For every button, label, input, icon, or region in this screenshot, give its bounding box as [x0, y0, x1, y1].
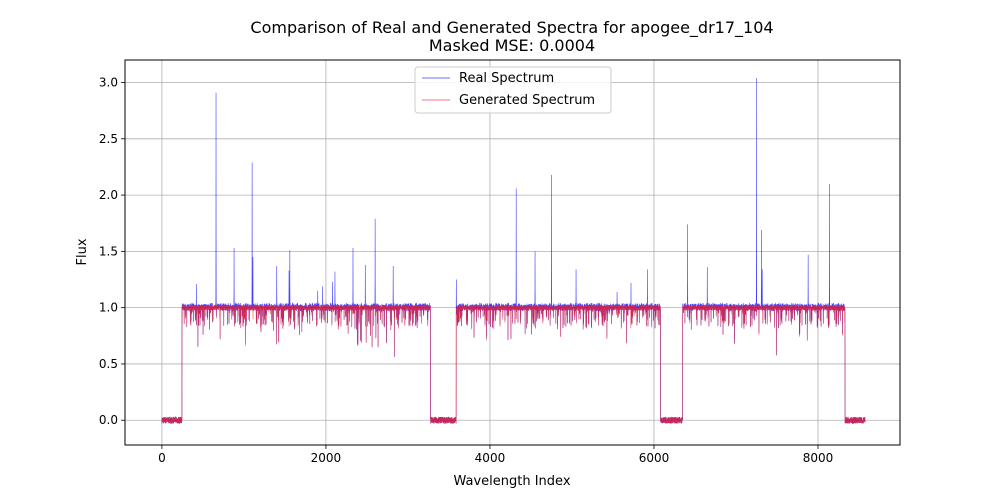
x-tick-label: 8000 — [803, 451, 834, 465]
series-line-generated-spectrum — [161, 303, 866, 425]
plot-frame — [124, 59, 901, 446]
legend: Real Spectrum Generated Spectrum — [414, 66, 612, 114]
y-tick-label: 2.5 — [99, 132, 118, 146]
y-tick-label: 2.0 — [99, 188, 118, 202]
series-layer — [161, 78, 866, 425]
ticks: 0 2000 4000 6000 8000 0.0 0.5 1.0 1.5 2.0 2.5 3.0 — [99, 76, 833, 465]
y-tick-label: 0.5 — [99, 357, 118, 371]
y-tick-label: 1.5 — [99, 244, 118, 258]
legend-box — [414, 66, 612, 114]
legend-label-generated: Generated Spectrum — [459, 93, 595, 108]
x-axis-label: Wavelength Index — [453, 474, 570, 489]
y-axis-label: Flux — [75, 238, 90, 265]
x-tick-label: 6000 — [639, 451, 670, 465]
x-tick-label: 0 — [158, 451, 166, 465]
x-tick-label: 2000 — [311, 451, 342, 465]
chart-subtitle: Masked MSE: 0.0004 — [429, 36, 595, 55]
y-tick-label: 0.0 — [99, 413, 118, 427]
y-tick-label: 3.0 — [99, 76, 118, 90]
legend-label-real: Real Spectrum — [459, 71, 554, 86]
x-tick-label: 4000 — [475, 451, 506, 465]
y-tick-label: 1.0 — [99, 301, 118, 315]
chart-title: Comparison of Real and Generated Spectra… — [250, 18, 773, 38]
